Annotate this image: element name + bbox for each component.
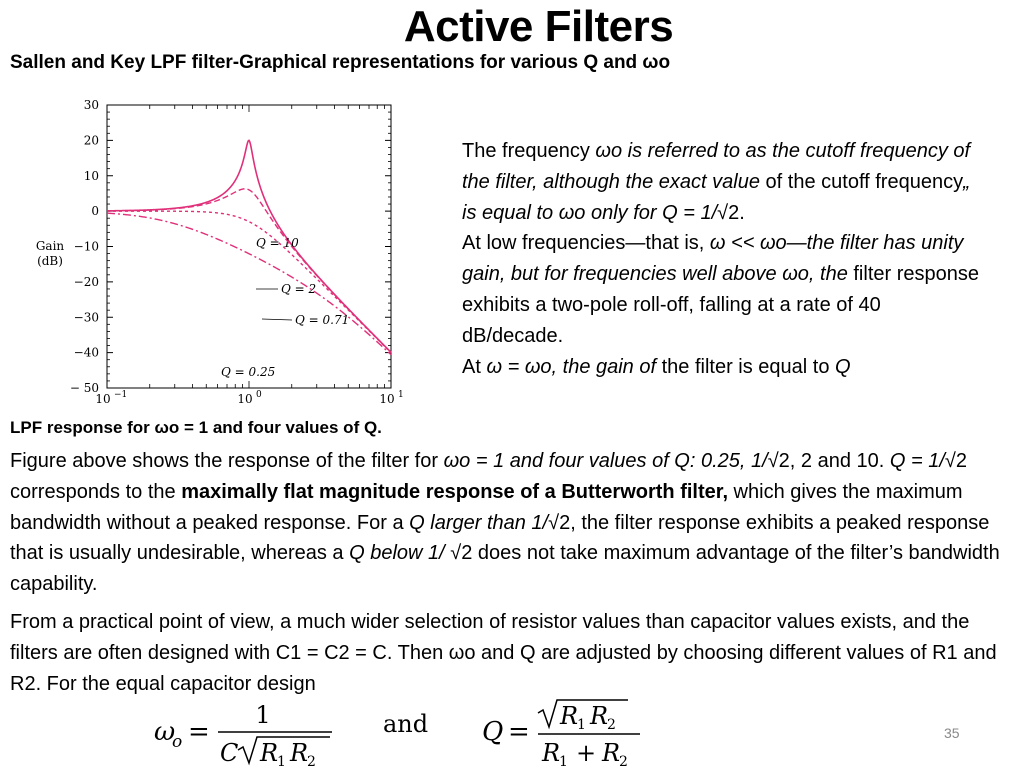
q-num-r1: R <box>559 702 578 730</box>
q-num-r1-sub: 1 <box>577 717 586 733</box>
paragraph-butterworth: Figure above shows the response of the f… <box>10 446 1000 600</box>
y-tick-label: − 50 <box>70 381 99 395</box>
series-label: Q = 0.25 <box>221 365 275 379</box>
explanation-run: of the cutoff frequency <box>765 170 964 193</box>
explanation-paragraph: At ω = ωo, the gain of the filter is equ… <box>462 352 982 383</box>
explanation-run: ω << ωo—the filter has unity gain, but f… <box>462 232 964 286</box>
butterworth-run: Q larger than 1/ <box>409 511 549 534</box>
butterworth-run: Q below 1/ <box>349 542 451 565</box>
explanation-run: ωo is referred to as the cutoff frequenc… <box>462 140 971 193</box>
y-tick-label: 30 <box>84 98 99 112</box>
butterworth-run: √2, 2 and 10. <box>767 450 890 472</box>
series-label: Q = 10 <box>256 236 299 250</box>
series-line <box>106 212 392 356</box>
explanation-run: the filter is equal to <box>661 355 836 378</box>
wo-sqrt-sign <box>237 736 330 766</box>
x-tick-label: 10 <box>237 392 252 406</box>
wo-den-r1: R <box>259 739 278 767</box>
y-axis-label: Gain <box>36 239 65 253</box>
wo-lhs-sub: o <box>172 732 182 752</box>
wo-equals: = <box>188 717 210 747</box>
lpf-response-chart: 30 20 10 0 −10 −20 −30 −40− 50 10 −1 10 0 10 1 Gain (dB… <box>0 90 440 425</box>
butterworth-run: which gives the maximum bandwidth withou… <box>10 480 963 534</box>
formula-q-svg: Q = R 1 R 2 R 1 + R 2 <box>482 699 640 770</box>
wo-den-c: C <box>220 739 238 767</box>
wo-den-r2: R <box>289 739 308 767</box>
q-lhs: Q <box>482 717 503 747</box>
butterworth-run: √2, the filter response exhibits a peake… <box>10 511 990 565</box>
explanation-paragraph: The frequency ωo is referred to as the c… <box>462 136 982 228</box>
y-tick-label: −20 <box>74 275 99 289</box>
y-tick-label: −40 <box>74 346 99 360</box>
explanation-run: The frequency <box>462 140 596 162</box>
wo-numerator: 1 <box>255 701 270 729</box>
q-num-r2: R <box>589 702 608 730</box>
q-den-r2: R <box>601 739 620 767</box>
explanation-run: At low frequencies—that is, <box>462 232 710 255</box>
explanation-run: Q <box>835 355 851 378</box>
y-tick-label: −30 <box>74 310 99 324</box>
q-den-r2-sub: 2 <box>619 754 628 767</box>
explanation-paragraph: At low frequencies—that is, ω << ωo—the … <box>462 228 982 351</box>
butterworth-run: maximally flat magnitude response of a B… <box>181 480 728 503</box>
series-line <box>106 188 392 353</box>
paragraph-design-text: From a practical point of view, a much w… <box>10 611 997 695</box>
explanation-text: The frequency ωo is referred to as the c… <box>462 136 982 382</box>
explanation-run: At <box>462 355 487 378</box>
explanation-run: „ is equal to ωo only for Q = 1/ <box>462 170 970 224</box>
series-leader <box>261 318 293 321</box>
y-tick-label: 0 <box>91 204 99 218</box>
page-number: 35 <box>944 725 960 741</box>
paragraph-design: From a practical point of view, a much w… <box>10 607 1000 699</box>
formula-wo: ω o = 1 C R 1 R 2 <box>150 695 350 772</box>
butterworth-run: Q = 1/ <box>889 450 945 472</box>
explanation-run: ω = ωo, the gain of <box>486 355 662 378</box>
y-tick-label: 10 <box>84 169 99 183</box>
formula-wo-svg: ω o = 1 C R 1 R 2 <box>154 701 332 770</box>
q-den-r1-sub: 1 <box>559 754 568 767</box>
q-den-r1: R <box>541 739 560 767</box>
y-axis-label: (dB) <box>37 254 63 268</box>
slide-subtitle: Sallen and Key LPF filter-Graphical repr… <box>10 52 671 73</box>
explanation-run: √2. <box>717 201 745 224</box>
q-equals: = <box>508 717 530 747</box>
butterworth-run: Figure above shows the response of the f… <box>10 450 444 472</box>
q-sqrt-sign <box>537 699 628 730</box>
wo-den-r2-sub: 2 <box>307 754 316 767</box>
formula-q: Q = R 1 R 2 R 1 + R 2 <box>478 695 648 772</box>
q-den-plus: + <box>576 739 596 767</box>
q-num-r2-sub: 2 <box>607 717 616 733</box>
wo-den-r1-sub: 1 <box>277 754 286 767</box>
series-line <box>107 210 392 354</box>
butterworth-run: ωo = 1 and four values of Q: 0.25, 1/ <box>443 450 768 472</box>
page-title: Active Filters <box>403 2 674 51</box>
series-label: Q = 0.71 <box>295 313 349 327</box>
plot-frame <box>106 104 392 389</box>
figure-caption: LPF response for ωo = 1 and four values … <box>10 418 382 437</box>
butterworth-run: √2 corresponds to the <box>10 450 968 503</box>
x-tick-exponent: −1 <box>114 390 127 400</box>
x-tick-label: 10 <box>379 392 394 406</box>
butterworth-run: √2 does not take maximum advantage of th… <box>10 542 1000 596</box>
explanation-run: filter response exhibits a two-pole roll… <box>462 263 979 347</box>
wo-lhs: ω <box>154 717 175 747</box>
formula-and: and <box>383 710 429 738</box>
y-tick-label: −10 <box>74 240 99 254</box>
series-label: Q = 2 <box>281 282 316 296</box>
y-tick-label: 20 <box>84 133 99 147</box>
x-tick-exponent: 0 <box>256 390 262 400</box>
x-tick-exponent: 1 <box>398 390 404 400</box>
x-tick-label: 10 <box>95 392 110 406</box>
